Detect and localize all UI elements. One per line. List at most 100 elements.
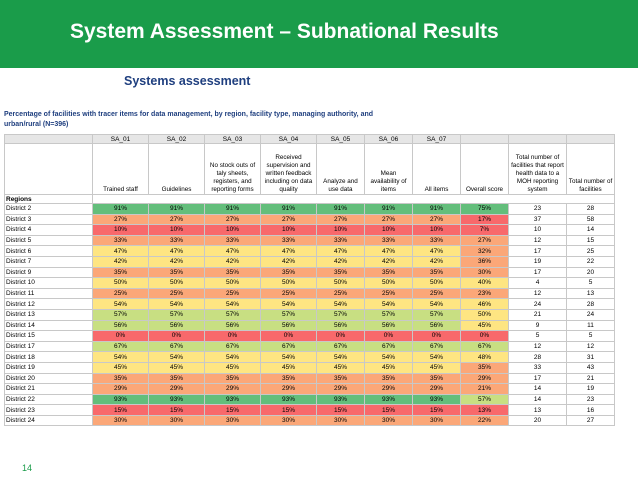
table-cell: 45% <box>316 361 365 374</box>
table-cell: 56% <box>204 319 261 332</box>
table-cell: 28 <box>566 203 615 215</box>
table-cell: 30% <box>412 414 461 427</box>
table-cell: 54% <box>316 298 365 310</box>
table-cell: 30% <box>316 414 365 427</box>
table-cell: 67% <box>316 340 365 353</box>
table-cell: 10% <box>92 224 149 236</box>
table-cell: 42% <box>316 255 365 268</box>
table-cell: 30% <box>148 414 205 427</box>
district-name: District 3 <box>4 213 93 226</box>
table-cell: 93% <box>412 393 461 406</box>
table-cell: 10% <box>260 224 317 236</box>
table-cell: 54% <box>148 298 205 310</box>
table-cell: 33% <box>364 234 413 247</box>
table-cell: 50% <box>204 277 261 289</box>
table-cell: 91% <box>204 203 261 215</box>
table-cell: 47% <box>316 245 365 257</box>
table-cell: 20 <box>508 414 567 427</box>
table-cell: 0% <box>92 330 149 342</box>
table-cell: 27% <box>412 213 461 226</box>
table-cell: 35% <box>92 372 149 385</box>
table-cell: 35% <box>412 266 461 279</box>
table-cell: 50% <box>92 277 149 289</box>
table-cell: 91% <box>92 203 149 215</box>
corner-cell <box>4 134 93 144</box>
table-cell: 67% <box>148 340 205 353</box>
table-cell: 27% <box>148 213 205 226</box>
district-name: District 10 <box>4 277 93 289</box>
table-cell: 23 <box>508 203 567 215</box>
table-cell: 5 <box>566 277 615 289</box>
table-cell: 27% <box>260 213 317 226</box>
table-cell: 22% <box>460 414 509 427</box>
table-cell: 7% <box>460 224 509 236</box>
table-cell: 15 <box>566 234 615 247</box>
table-cell: 45% <box>460 319 509 332</box>
table-cell: 56% <box>92 319 149 332</box>
table-cell: 56% <box>148 319 205 332</box>
table-cell: 17% <box>460 213 509 226</box>
table-cell: 48% <box>460 351 509 363</box>
table-cell: 54% <box>92 351 149 363</box>
table-cell: 35% <box>460 361 509 374</box>
column-header: Overall score <box>460 143 509 195</box>
table-cell: 19 <box>566 383 615 395</box>
table-cell: 47% <box>364 245 413 257</box>
column-header: Total number of facilities <box>566 143 615 195</box>
sheet-title: Systems assessment <box>124 74 251 88</box>
table-cell: 56% <box>316 319 365 332</box>
table-cell: 35% <box>260 266 317 279</box>
slide-header: System Assessment – Subnational Results <box>0 0 638 68</box>
table-cell: 57% <box>92 308 149 321</box>
table-cell: 35% <box>364 266 413 279</box>
table-row: District 5 33% 33% 33% 33% 33% 33% 33% 27% 12 15 <box>4 234 615 247</box>
table-cell: 19 <box>508 255 567 268</box>
table-cell: 14 <box>508 393 567 406</box>
table-cell: 0% <box>316 330 365 342</box>
table-cell: 33% <box>148 234 205 247</box>
table-cell: 54% <box>260 298 317 310</box>
table-cell: 27 <box>566 414 615 427</box>
table-cell: 42% <box>260 255 317 268</box>
table-cell: 93% <box>260 393 317 406</box>
table-cell: 35% <box>364 372 413 385</box>
column-header: All items <box>412 143 461 195</box>
table-cell: 67% <box>92 340 149 353</box>
table-cell: 0% <box>260 330 317 342</box>
table-cell: 0% <box>460 330 509 342</box>
table-cell: 45% <box>92 361 149 374</box>
column-header: No stock outs of taly sheets, registers,… <box>204 143 261 195</box>
column-header: Mean availability of items <box>364 143 413 195</box>
district-name: District 23 <box>4 404 93 416</box>
table-cell: 27% <box>316 213 365 226</box>
table-cell: 25% <box>148 287 205 300</box>
table-cell: 30% <box>204 414 261 427</box>
table-cell: 33% <box>204 234 261 247</box>
table-cell: 29% <box>412 383 461 395</box>
table-cell: 30% <box>364 414 413 427</box>
table-cell: 50% <box>148 277 205 289</box>
table-cell: 75% <box>460 203 509 215</box>
table-cell: 25% <box>260 287 317 300</box>
table-cell: 91% <box>364 203 413 215</box>
table-row: District 18 54% 54% 54% 54% 54% 54% 54% 48% 28 31 <box>4 351 615 363</box>
table-cell: 10 <box>508 224 567 236</box>
table-cell: 29% <box>148 383 205 395</box>
table-cell: 57% <box>316 308 365 321</box>
district-name: District 15 <box>4 330 93 342</box>
district-name: District 19 <box>4 361 93 374</box>
table-cell: 50% <box>460 308 509 321</box>
table-cell: 25 <box>566 245 615 257</box>
table-cell: 54% <box>364 351 413 363</box>
table-cell: 31 <box>566 351 615 363</box>
table-cell: 50% <box>364 277 413 289</box>
table-cell: 13 <box>566 287 615 300</box>
table-cell: 10% <box>204 224 261 236</box>
table-cell: 45% <box>412 361 461 374</box>
column-header: Total number of facilities that report h… <box>508 143 567 195</box>
table-cell: 25% <box>316 287 365 300</box>
table-cell: 24 <box>508 298 567 310</box>
table-cell: 23 <box>566 393 615 406</box>
table-cell: 14 <box>566 224 615 236</box>
table-cell: 30% <box>260 414 317 427</box>
